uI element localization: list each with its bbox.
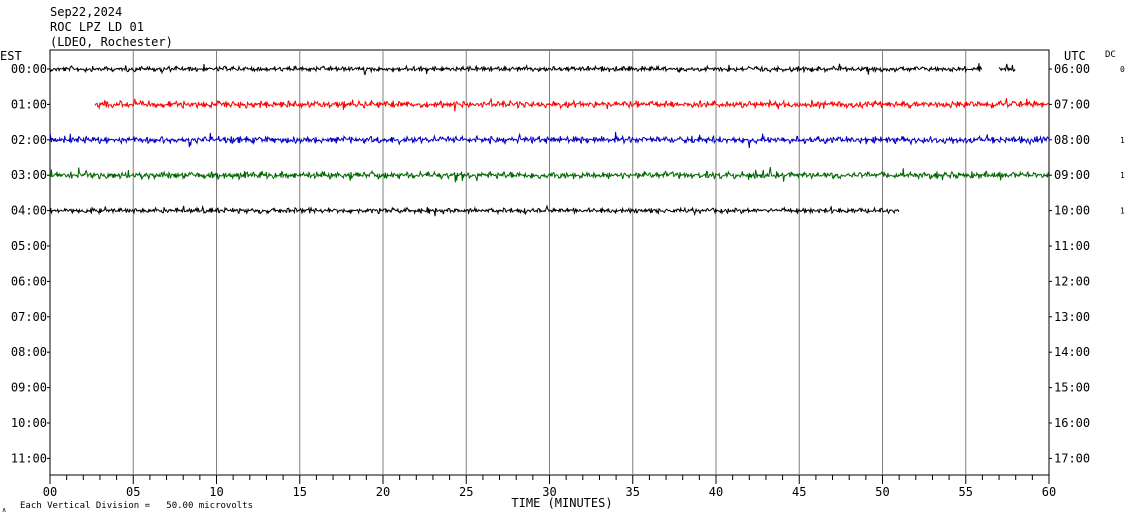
x-axis-label: TIME (MINUTES) xyxy=(511,496,612,510)
row-label-left: 04:00 xyxy=(11,204,47,218)
row-label-left: 07:00 xyxy=(11,310,47,324)
corner-mark: ∧ xyxy=(2,506,6,514)
left-zone-label: EST xyxy=(0,49,22,63)
row-label-right: 17:00 xyxy=(1054,451,1090,465)
x-tick-label: 35 xyxy=(626,485,640,499)
row-label-left: 06:00 xyxy=(11,274,47,288)
row-label-left: 00:00 xyxy=(11,62,47,76)
seismic-trace-2 xyxy=(49,131,1050,148)
row-label-right: 07:00 xyxy=(1054,97,1090,111)
seismic-trace-0 xyxy=(49,63,983,76)
row-label-left: 11:00 xyxy=(11,451,47,465)
row-label-left: 05:00 xyxy=(11,239,47,253)
row-label-right: 08:00 xyxy=(1054,133,1090,147)
row-label-right: 15:00 xyxy=(1054,381,1090,395)
chart-title: ROC LPZ LD 01 xyxy=(50,20,144,34)
row-label-right: 14:00 xyxy=(1054,345,1090,359)
row-label-left: 01:00 xyxy=(11,97,47,111)
row-label-left: 09:00 xyxy=(11,381,47,395)
row-label-right: 16:00 xyxy=(1054,416,1090,430)
x-tick-label: 20 xyxy=(376,485,390,499)
row-label-right: 09:00 xyxy=(1054,168,1090,182)
seismic-trace-4 xyxy=(49,204,900,217)
seismic-trace-0 xyxy=(998,63,1016,73)
row-label-left: 08:00 xyxy=(11,345,47,359)
chart-date: Sep22,2024 xyxy=(50,5,122,19)
x-tick-label: 60 xyxy=(1042,485,1056,499)
x-tick-label: 05 xyxy=(126,485,140,499)
row-label-left: 03:00 xyxy=(11,168,47,182)
x-tick-label: 40 xyxy=(709,485,723,499)
row-label-right: 12:00 xyxy=(1054,274,1090,288)
x-tick-label: 10 xyxy=(209,485,223,499)
chart-network: (LDEO, Rochester) xyxy=(50,35,173,49)
x-tick-label: 30 xyxy=(542,485,556,499)
dc-value: 1 xyxy=(1120,171,1125,180)
scale-note: Each Vertical Division = 50.00 microvolt… xyxy=(20,501,253,511)
x-tick-label: 50 xyxy=(875,485,889,499)
seismic-trace-1 xyxy=(94,98,1049,112)
x-tick-label: 45 xyxy=(792,485,806,499)
x-tick-label: 55 xyxy=(959,485,973,499)
x-tick-label: 00 xyxy=(43,485,57,499)
dc-label: DC xyxy=(1105,50,1116,60)
row-label-left: 10:00 xyxy=(11,416,47,430)
x-tick-label: 25 xyxy=(459,485,473,499)
dc-value: 0 xyxy=(1120,65,1125,74)
row-label-right: 11:00 xyxy=(1054,239,1090,253)
row-label-right: 10:00 xyxy=(1054,204,1090,218)
row-label-right: 06:00 xyxy=(1054,62,1090,76)
right-zone-label: UTC xyxy=(1064,49,1086,63)
row-label-right: 13:00 xyxy=(1054,310,1090,324)
x-tick-label: 15 xyxy=(293,485,307,499)
dc-value: 1 xyxy=(1120,136,1125,145)
seismic-trace-3 xyxy=(49,166,1050,183)
dc-value: 1 xyxy=(1120,207,1125,216)
row-label-left: 02:00 xyxy=(11,133,47,147)
